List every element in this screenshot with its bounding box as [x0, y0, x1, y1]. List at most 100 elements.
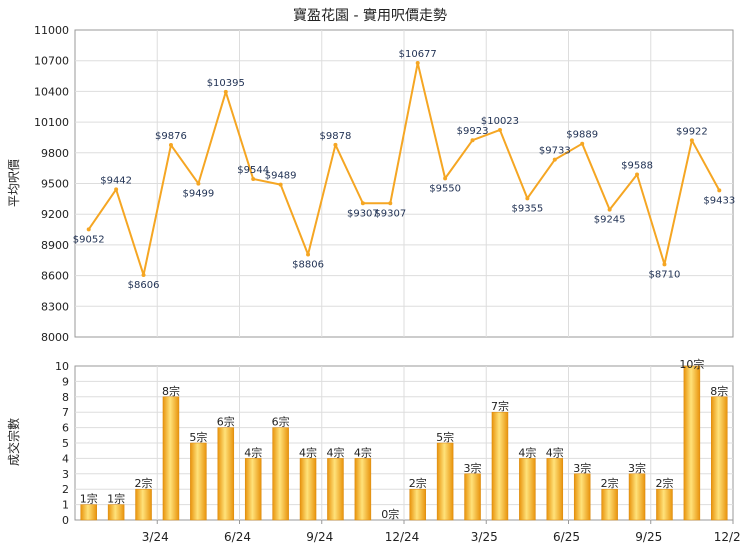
- price-data-label: $9733: [539, 146, 571, 157]
- price-data-label: $9923: [457, 126, 489, 137]
- line-y-tick-label: 10100: [34, 116, 69, 129]
- line-chart-grid: 8000 8300 8600 8900 9200 9500 9800 10100 10400 10…: [34, 24, 734, 344]
- deal-count-bar: [244, 458, 262, 521]
- deal-count-bar: [683, 365, 701, 521]
- deal-count-bar: [190, 442, 207, 521]
- price-data-label: $9544: [237, 165, 269, 176]
- bar-y-tick-label: 9: [62, 375, 69, 388]
- x-tick-label: 3/25: [471, 530, 498, 544]
- bar-data-label: 10宗: [679, 357, 704, 371]
- deal-count-bar: [464, 473, 481, 521]
- price-point: [86, 227, 91, 232]
- price-data-label: $9922: [676, 126, 708, 137]
- price-data-label: $10395: [207, 78, 245, 89]
- bar-series: [80, 365, 728, 521]
- price-data-label: $9433: [703, 195, 735, 206]
- bar-data-label: 7宗: [491, 399, 509, 413]
- x-tick-label: 3/24: [142, 530, 169, 544]
- deal-count-bar: [135, 488, 152, 521]
- bar-data-label: 6宗: [217, 415, 235, 429]
- price-data-label: $9876: [155, 131, 187, 142]
- price-point: [470, 138, 475, 143]
- bar-data-label: 6宗: [272, 415, 290, 429]
- deal-count-bar: [327, 458, 344, 521]
- price-data-label: $9052: [73, 234, 105, 245]
- price-point: [635, 172, 640, 177]
- bar-y-tick-label: 4: [62, 452, 69, 465]
- bar-data-label: 3宗: [464, 461, 482, 475]
- deal-count-bar: [354, 458, 372, 521]
- price-data-label: $10023: [481, 116, 519, 127]
- deal-count-bar: [80, 504, 97, 521]
- price-data-label: $8806: [292, 260, 324, 271]
- line-y-tick-label: 9200: [41, 208, 69, 221]
- x-tick-label: 12/24: [385, 530, 420, 544]
- price-data-label: $9442: [100, 175, 132, 186]
- line-y-tick-label: 9800: [41, 147, 69, 160]
- line-y-tick-label: 8600: [41, 270, 69, 283]
- deal-count-bar: [107, 504, 125, 521]
- deal-count-bar: [217, 427, 235, 521]
- bar-chart-grid: 0 1 2 3 4 5 6 7 8 9 10 3/24 6/24 9/24 12/24 3/25 6/25 9/2…: [55, 360, 740, 544]
- price-data-label: $9499: [182, 189, 214, 200]
- bar-y-tick-label: 0: [62, 514, 69, 527]
- bar-data-label: 2宗: [601, 476, 619, 490]
- deal-count-bar: [491, 411, 509, 521]
- bar-data-label: 8宗: [162, 384, 180, 398]
- x-tick-label: 6/24: [224, 530, 251, 544]
- price-point: [415, 61, 420, 66]
- price-data-label: $9307: [374, 208, 406, 219]
- deal-count-bar: [546, 458, 564, 521]
- bar-y-tick-label: 2: [62, 483, 69, 496]
- bar-y-tick-label: 3: [62, 468, 69, 481]
- price-point: [388, 201, 393, 206]
- price-point: [333, 142, 338, 147]
- x-tick-label: 6/25: [553, 530, 580, 544]
- line-y-tick-label: 8900: [41, 239, 69, 252]
- deal-count-bar: [299, 458, 317, 521]
- bar-y-tick-label: 5: [62, 437, 69, 450]
- price-point: [306, 252, 311, 257]
- line-y-tick-label: 8300: [41, 300, 69, 313]
- x-tick-label: 9/24: [306, 530, 333, 544]
- bar-data-label: 0宗: [381, 507, 399, 521]
- bar-data-label: 2宗: [135, 476, 153, 490]
- bar-data-label: 1宗: [107, 492, 125, 506]
- bar-y-tick-label: 6: [62, 422, 69, 435]
- price-point: [251, 176, 256, 181]
- price-point: [168, 143, 173, 148]
- deal-count-bar: [628, 473, 646, 521]
- price-data-label: $9355: [511, 203, 543, 214]
- deal-count-bar: [656, 488, 673, 521]
- line-series: [86, 61, 722, 277]
- price-point: [717, 188, 722, 193]
- deal-count-bar: [519, 458, 536, 521]
- price-data-label: $8710: [649, 269, 681, 280]
- deal-count-bar: [272, 427, 289, 521]
- deal-count-bar: [162, 396, 180, 521]
- bar-data-label: 4宗: [326, 445, 344, 459]
- price-line: [87, 62, 721, 276]
- deal-count-bar: [601, 488, 618, 521]
- deal-count-bar: [436, 442, 454, 521]
- x-tick-label: 9/25: [635, 530, 662, 544]
- bar-y-axis-label: 成交宗數: [6, 418, 21, 466]
- price-data-label: $9889: [566, 130, 598, 141]
- bar-data-label: 4宗: [299, 445, 317, 459]
- price-point: [662, 262, 667, 267]
- line-y-tick-label: 11000: [34, 24, 69, 37]
- line-y-axis-label: 平均呎價: [7, 159, 21, 207]
- price-data-label: $9550: [429, 183, 461, 194]
- bar-data-label: 5宗: [436, 430, 454, 444]
- price-data-label: $9489: [265, 171, 297, 182]
- data-labels: $9052 $9442 $8606 $9876 $9499 $10395 $9544$948…: [73, 49, 735, 521]
- line-y-tick-label: 10700: [34, 55, 69, 68]
- price-point: [580, 141, 585, 146]
- deal-count-bar: [573, 473, 591, 521]
- price-data-label: $9245: [594, 215, 626, 226]
- deal-count-bar: [409, 488, 426, 521]
- x-tick-label: 12/25: [714, 530, 740, 544]
- bar-data-label: 4宗: [518, 445, 536, 459]
- price-data-label: $8606: [128, 280, 160, 291]
- bar-data-label: 5宗: [189, 430, 207, 444]
